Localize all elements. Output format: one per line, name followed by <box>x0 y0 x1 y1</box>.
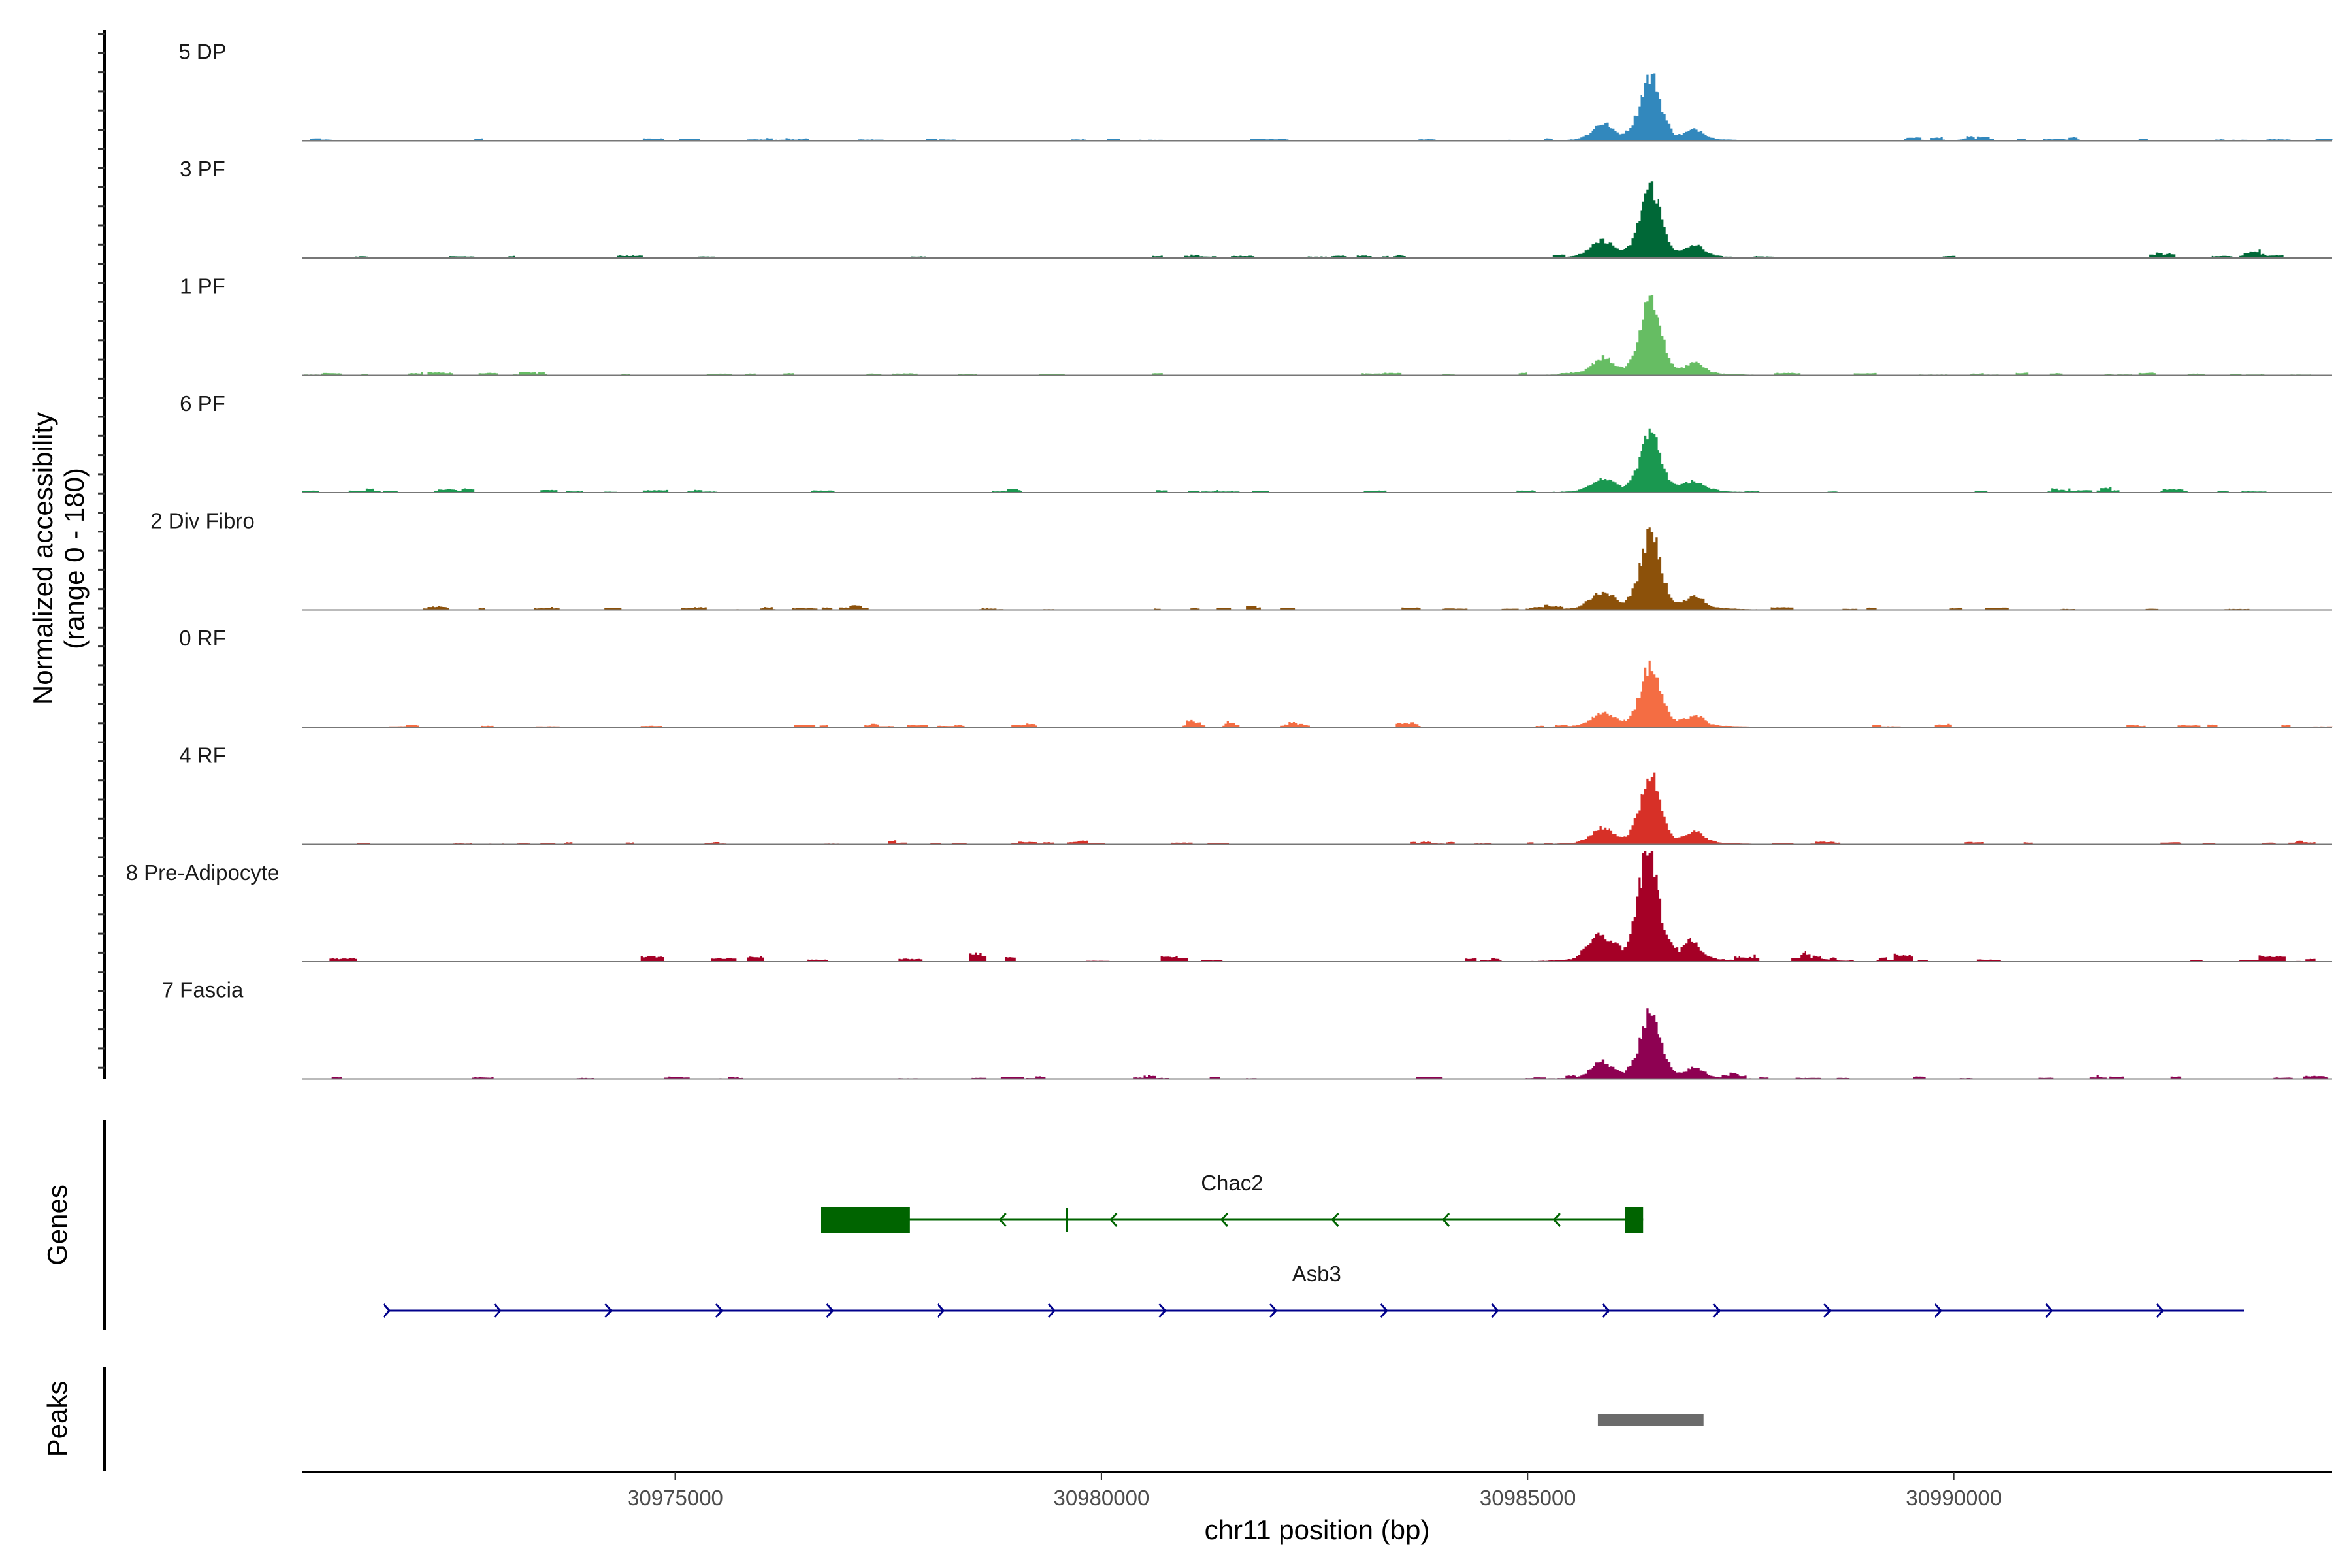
coverage-area <box>302 527 2333 610</box>
track-8-pre-adipocyte: 8 Pre-Adipocyte <box>126 851 2333 962</box>
strand-arrow-icon <box>1601 1303 1610 1318</box>
strand-arrow-icon <box>826 1303 834 1318</box>
track-6-pf: 6 PF <box>180 391 2333 493</box>
track-label: 1 PF <box>180 274 225 299</box>
track-0-rf: 0 RF <box>179 626 2333 728</box>
y-axis-title-line1: Normalized accessibility <box>27 412 58 705</box>
strand-arrow-icon <box>1331 1212 1339 1228</box>
track-4-rf: 4 RF <box>179 743 2333 845</box>
strand-arrow-icon <box>1158 1303 1167 1318</box>
strand-arrow-icon <box>1109 1212 1118 1228</box>
strand-arrow-icon <box>1491 1303 1499 1318</box>
strand-arrow-icon <box>1712 1303 1721 1318</box>
track-label: 6 PF <box>180 391 225 416</box>
gene-asb3: Asb3 <box>383 1262 2244 1318</box>
coverage-tracks: 5 DP 3 PF 1 PF 6 PF 2 Div Fibro 0 RF 4 RF 8 Pre… <box>126 40 2333 1080</box>
strand-arrow-icon <box>998 1212 1007 1228</box>
peak-region <box>1597 1414 1704 1426</box>
y-axis-title-line2: (range 0 - 180) <box>59 468 90 649</box>
x-tick-label: 30990000 <box>1906 1486 2002 1510</box>
strand-arrow-icon <box>937 1303 945 1318</box>
strand-arrow-icon <box>1380 1303 1388 1318</box>
gene-exon <box>1066 1208 1069 1232</box>
strand-arrow-icon <box>604 1303 613 1318</box>
x-tick-label: 30985000 <box>1480 1486 1576 1510</box>
peak-annotations <box>1597 1414 1704 1426</box>
x-axis: 30975000 30980000 30985000 30990000 <box>627 1472 2002 1510</box>
track-7-fascia: 7 Fascia <box>162 978 2333 1080</box>
coverage-area <box>302 660 2333 727</box>
coverage-area <box>302 1008 2333 1079</box>
track-5-dp: 5 DP <box>178 40 2333 142</box>
x-tick-label: 30980000 <box>1053 1486 1149 1510</box>
track-label: 4 RF <box>179 743 226 768</box>
strand-arrow-icon <box>2155 1303 2164 1318</box>
gene-chac2: Chac2 <box>821 1171 1644 1233</box>
x-axis-title: chr11 position (bp) <box>1205 1514 1430 1545</box>
strand-arrow-icon <box>1442 1212 1450 1228</box>
coverage-area <box>302 772 2333 845</box>
gene-annotations: Chac2 Asb3 <box>383 1171 2244 1318</box>
track-label: 3 PF <box>180 157 225 181</box>
strand-arrow-icon <box>383 1303 391 1318</box>
track-2-div-fibro: 2 Div Fibro <box>150 509 2333 611</box>
y-axis <box>98 30 106 1079</box>
track-label: 0 RF <box>179 626 226 650</box>
strand-arrow-icon <box>1047 1303 1056 1318</box>
track-label: 5 DP <box>178 40 226 64</box>
coverage-area <box>302 851 2333 962</box>
genes-panel-label: Genes <box>42 1184 73 1266</box>
track-3-pf: 3 PF <box>180 157 2333 259</box>
strand-arrow-icon <box>1269 1303 1278 1318</box>
strand-arrow-icon <box>493 1303 502 1318</box>
coverage-area <box>302 428 2333 493</box>
gene-exon <box>1625 1207 1644 1233</box>
track-label: 8 Pre-Adipocyte <box>126 860 280 885</box>
gene-exon <box>821 1207 910 1233</box>
coverage-area <box>302 295 2333 376</box>
x-tick-label: 30975000 <box>627 1486 723 1510</box>
track-label: 2 Div Fibro <box>150 509 255 533</box>
track-1-pf: 1 PF <box>180 274 2333 376</box>
strand-arrow-icon <box>1552 1212 1561 1228</box>
peaks-panel-label: Peaks <box>42 1381 73 1458</box>
strand-arrow-icon <box>1823 1303 1832 1318</box>
coverage-area <box>302 73 2333 141</box>
coverage-area <box>302 181 2333 258</box>
gene-label: Chac2 <box>1201 1171 1263 1195</box>
strand-arrow-icon <box>1220 1212 1228 1228</box>
strand-arrow-icon <box>2045 1303 2053 1318</box>
strand-arrow-icon <box>715 1303 724 1318</box>
track-label: 7 Fascia <box>162 978 244 1002</box>
strand-arrow-icon <box>1934 1303 1942 1318</box>
gene-label: Asb3 <box>1292 1262 1341 1286</box>
